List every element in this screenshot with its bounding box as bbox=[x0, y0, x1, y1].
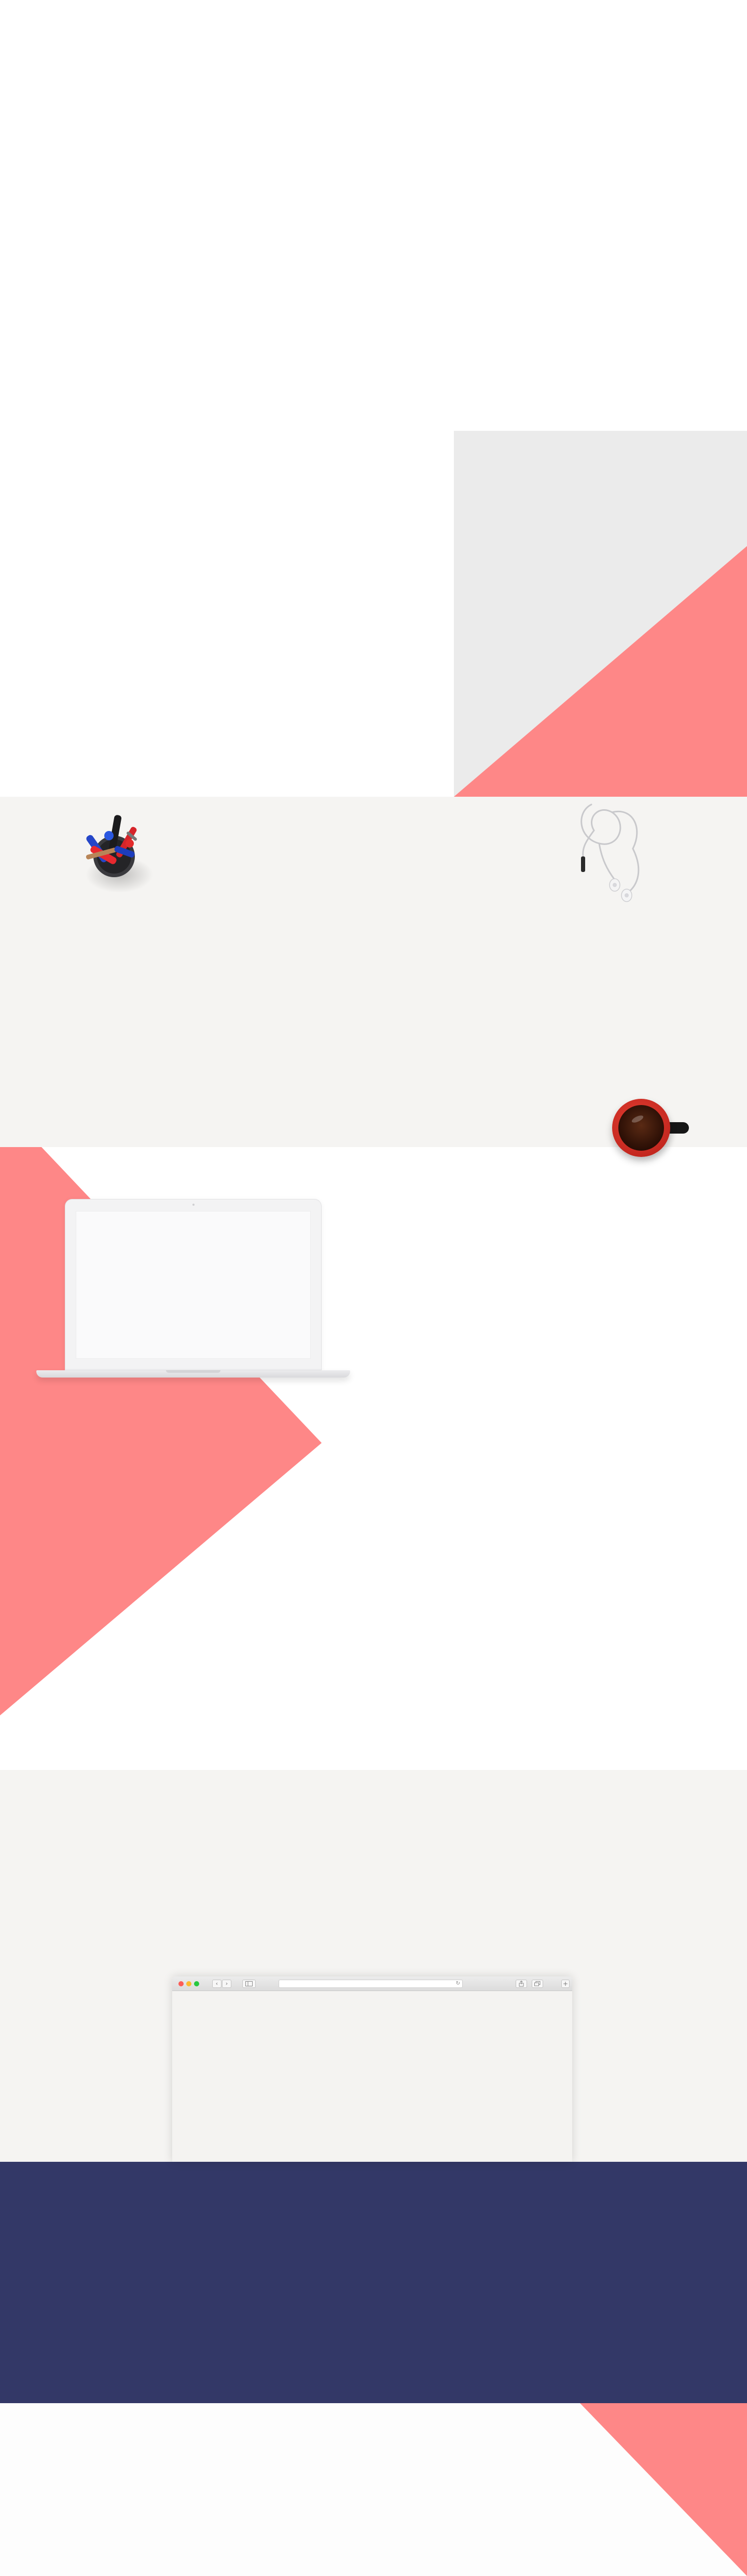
laptop-screen bbox=[76, 1211, 311, 1359]
laptop-icon bbox=[36, 1199, 350, 1381]
pen-cup-icon bbox=[86, 815, 153, 893]
navy-band bbox=[0, 2162, 747, 2403]
coffee-liquid bbox=[618, 1105, 664, 1151]
browser-content bbox=[172, 1991, 572, 2162]
laptop-camera bbox=[192, 1204, 195, 1206]
close-window-button[interactable] bbox=[178, 1981, 184, 1986]
coffee-mug-icon bbox=[612, 1099, 670, 1157]
laptop-notch bbox=[166, 1370, 220, 1373]
share-glyph bbox=[519, 1980, 524, 1987]
minimize-window-button[interactable] bbox=[186, 1981, 191, 1986]
plus-icon[interactable]: + bbox=[561, 1980, 570, 1988]
chevron-right-icon[interactable]: › bbox=[222, 1980, 231, 1988]
maximize-window-button[interactable] bbox=[194, 1981, 199, 1986]
reload-icon[interactable]: ↻ bbox=[455, 1981, 460, 1986]
earphones-icon bbox=[580, 803, 640, 902]
sidebar-icon[interactable] bbox=[242, 1980, 256, 1988]
coffee-shine bbox=[631, 1114, 644, 1124]
footer-coral-triangle bbox=[580, 2403, 747, 2576]
hero-section bbox=[0, 0, 747, 431]
share-icon[interactable] bbox=[516, 1980, 527, 1988]
laptop-base bbox=[36, 1370, 350, 1378]
sidebar-glyph bbox=[245, 1981, 253, 1986]
chevron-left-icon[interactable]: ‹ bbox=[212, 1980, 222, 1988]
laptop-lid bbox=[65, 1199, 322, 1370]
hero-coral-triangle bbox=[454, 546, 747, 797]
tabs-glyph bbox=[534, 1981, 541, 1986]
browser-window: ‹ › ↻ + bbox=[172, 1977, 572, 2162]
tabs-icon[interactable] bbox=[532, 1980, 543, 1988]
address-bar[interactable]: ↻ bbox=[279, 1980, 463, 1988]
browser-toolbar: ‹ › ↻ + bbox=[172, 1977, 572, 1991]
